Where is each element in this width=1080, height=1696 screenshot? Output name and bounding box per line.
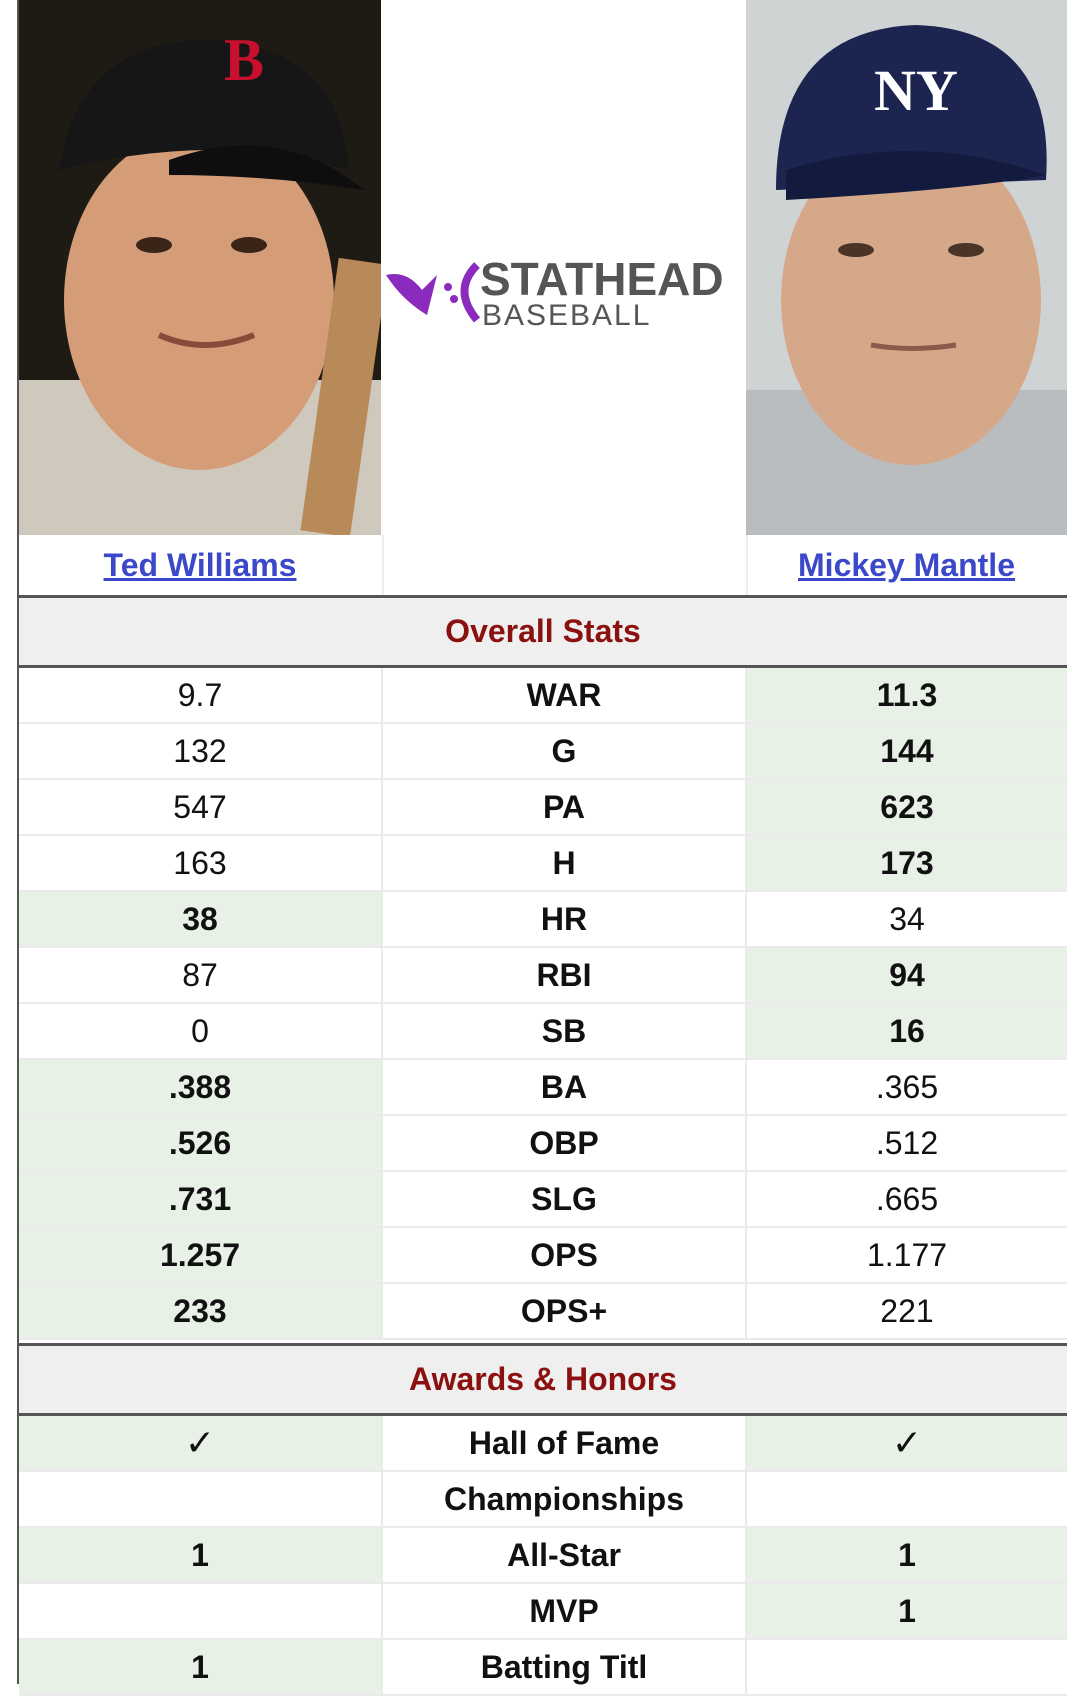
right-value: 1 [747, 1528, 1067, 1582]
stat-row: .388 BA .365 [19, 1060, 1067, 1116]
player-photo-right: NY [746, 0, 1067, 535]
right-value: .512 [875, 1124, 939, 1161]
stat-label: G [381, 724, 747, 778]
left-value: 38 [19, 892, 381, 946]
stat-label: HR [381, 892, 747, 946]
comparison-header: B STATHEAD BASEBALL NY [19, 0, 1067, 598]
right-value: 623 [747, 780, 1067, 834]
left-value: 1.257 [19, 1228, 381, 1282]
right-value: 11.3 [747, 668, 1067, 722]
left-value [19, 1584, 381, 1638]
stat-label: All-Star [381, 1528, 747, 1582]
award-row: 1 All-Star 1 [19, 1528, 1067, 1584]
stat-label: RBI [381, 948, 747, 1002]
stat-label: OPS [381, 1228, 747, 1282]
stathead-logo: STATHEAD BASEBALL [386, 253, 724, 332]
stat-row: 132 G 144 [19, 724, 1067, 780]
award-row: 1 Batting Titl [19, 1640, 1067, 1696]
stats-table: 9.7 WAR 11.3 132 G 144 547 PA 623 163 H 173 38 HR 34 87… [19, 668, 1067, 1340]
name-spacer-cell [382, 535, 748, 595]
stat-label: Batting Titl [381, 1640, 747, 1694]
stat-row: 0 SB 16 [19, 1004, 1067, 1060]
award-row: ✓ Hall of Fame ✓ [19, 1416, 1067, 1472]
stat-label: OBP [381, 1116, 747, 1170]
stat-label: MVP [381, 1584, 747, 1638]
left-value: 1 [19, 1528, 381, 1582]
stat-label: Championships [381, 1472, 747, 1526]
stat-label: SB [381, 1004, 747, 1058]
stat-row: 1.257 OPS 1.177 [19, 1228, 1067, 1284]
logo-line1: STATHEAD [480, 253, 724, 305]
cap-logo-left: B [224, 27, 264, 93]
cap-logo-right: NY [874, 58, 958, 123]
left-value [19, 1472, 381, 1526]
right-value: 1 [747, 1584, 1067, 1638]
stat-row: .731 SLG .665 [19, 1172, 1067, 1228]
awards-table: ✓ Hall of Fame ✓ Championships 1 All-Star 1 MVP… [19, 1416, 1067, 1696]
stat-row: .526 OBP .512 [19, 1116, 1067, 1172]
player-link-right[interactable]: Mickey Mantle [798, 546, 1015, 583]
right-value [747, 1472, 1067, 1526]
player-name-right-cell: Mickey Mantle [746, 535, 1067, 595]
stat-row: 547 PA 623 [19, 780, 1067, 836]
right-value [747, 1640, 1067, 1694]
right-value: 94 [747, 948, 1067, 1002]
stat-label: H [381, 836, 747, 890]
right-value: .365 [875, 1068, 939, 1105]
stat-row: 38 HR 34 [19, 892, 1067, 948]
award-row: Championships [19, 1472, 1067, 1528]
left-value: 132 [173, 732, 227, 769]
stat-label: PA [381, 780, 747, 834]
right-value: 1.177 [866, 1236, 948, 1273]
player-link-left[interactable]: Ted Williams [103, 546, 297, 583]
left-value: 87 [182, 956, 218, 993]
comparison-page: B STATHEAD BASEBALL NY [17, 0, 1067, 1696]
stat-label: BA [381, 1060, 747, 1114]
section-heading-overall: Overall Stats [19, 598, 1067, 668]
right-value: ✓ [747, 1416, 1067, 1470]
stat-label: WAR [381, 668, 747, 722]
left-value: 233 [19, 1284, 381, 1338]
section-heading-awards: Awards & Honors [19, 1343, 1067, 1416]
award-row: MVP 1 [19, 1584, 1067, 1640]
left-value: 547 [173, 788, 227, 825]
left-value: 0 [191, 1012, 209, 1049]
right-value: 34 [889, 900, 925, 937]
right-value: 221 [880, 1292, 934, 1329]
left-value: 1 [19, 1640, 381, 1694]
left-value: .388 [19, 1060, 381, 1114]
logo-line2: BASEBALL [482, 299, 651, 332]
stat-label: OPS+ [381, 1284, 747, 1338]
player-name-left-cell: Ted Williams [19, 535, 381, 595]
stat-label: Hall of Fame [381, 1416, 747, 1470]
player-photo-left: B [19, 0, 381, 535]
left-value: .526 [19, 1116, 381, 1170]
stat-row: 233 OPS+ 221 [19, 1284, 1067, 1340]
right-value: .665 [875, 1180, 939, 1217]
left-value: ✓ [19, 1416, 381, 1470]
header-divider [19, 595, 1067, 598]
stat-label: SLG [381, 1172, 747, 1226]
left-value: .731 [19, 1172, 381, 1226]
right-value: 16 [747, 1004, 1067, 1058]
stat-row: 87 RBI 94 [19, 948, 1067, 1004]
left-value: 163 [173, 844, 227, 881]
right-value: 173 [747, 836, 1067, 890]
left-value: 9.7 [177, 676, 223, 713]
right-value: 144 [747, 724, 1067, 778]
stat-row: 163 H 173 [19, 836, 1067, 892]
stat-row: 9.7 WAR 11.3 [19, 668, 1067, 724]
